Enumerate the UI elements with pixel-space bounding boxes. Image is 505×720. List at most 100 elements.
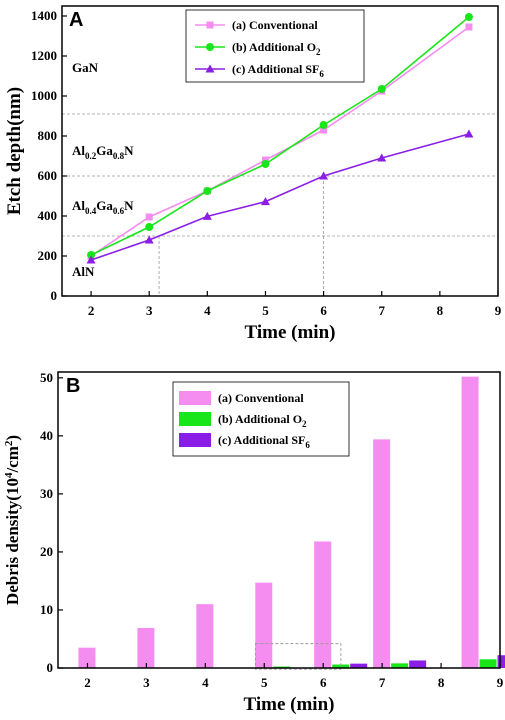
x-tick-label: 3 (143, 675, 150, 690)
legend-label: (a) Conventional (218, 391, 304, 405)
x-axis-title: Time (min) (244, 694, 335, 715)
y-tick-label: 400 (38, 208, 58, 223)
legend-label-subscript: 6 (305, 440, 310, 450)
data-point-circle (377, 85, 386, 93)
layer-label-subscript: 0.4 (85, 206, 97, 216)
data-point-square (320, 126, 328, 134)
bar (255, 582, 273, 668)
x-tick-label: 3 (146, 303, 153, 318)
data-point-triangle (144, 235, 154, 244)
y-tick-label: 50 (40, 370, 53, 385)
legend-label: (c) Additional SF6 (218, 433, 310, 450)
x-tick-label: 7 (379, 675, 386, 690)
data-point-triangle (319, 171, 329, 180)
y-tick-label: 1400 (31, 8, 57, 23)
bar (314, 541, 332, 668)
data-point-circle (145, 223, 154, 231)
legend-label-subscript: 6 (319, 69, 324, 79)
bar (497, 655, 505, 668)
data-point-circle (319, 121, 328, 129)
legend-label: (b) Additional O2 (232, 40, 321, 57)
bar (409, 660, 427, 668)
layer-label-text: N (124, 143, 134, 158)
legend-label-main: (c) Additional SF (232, 62, 319, 76)
x-tick-label: 7 (378, 303, 385, 318)
y-axis-title-text: Debris density(10 (3, 478, 22, 605)
legend-box (185, 9, 365, 83)
layer-label: GaN (72, 60, 99, 75)
data-point-triangle (260, 197, 270, 206)
panel-label: A (69, 9, 83, 31)
bar (350, 663, 368, 668)
layer-label-text: Ga (96, 198, 113, 213)
panel-a: GaNAl0.2Ga0.8NAl0.4Ga0.6NAlN020040060080… (4, 5, 502, 343)
data-point-square (145, 213, 153, 221)
legend-swatch (179, 412, 211, 426)
panel-b: 0 10 20 30 40 50 2 3 4 5 6 7 8 9 Time (min) Debris dens… (3, 370, 505, 715)
x-tick-label: 8 (438, 675, 445, 690)
y-tick-label: 30 (40, 486, 53, 501)
y-axis-title-text: /cm (3, 446, 22, 473)
layer-label-text: GaN (72, 60, 99, 75)
legend-label: (c) Additional SF6 (232, 62, 324, 79)
x-tick-label: 4 (204, 303, 211, 318)
x-tick-label: 5 (261, 675, 268, 690)
legend: (a) Conventional (b) Additional O2 (c) Add… (185, 9, 365, 83)
x-tick-label: 9 (497, 675, 504, 690)
data-point-circle (87, 251, 96, 259)
y-tick-label: 20 (40, 544, 53, 559)
legend-label: (a) Conventional (232, 18, 318, 32)
data-point-square (465, 23, 473, 31)
y-axis-title-superscript: 2 (3, 440, 15, 446)
y-axis-title: Debris density(104/cm2) (3, 435, 22, 605)
legend: (a) Conventional (b) Additional O2 (c) Add… (172, 381, 350, 457)
y-tick-label: 200 (38, 248, 58, 263)
layer-label-text: Al (72, 143, 85, 158)
legend-label-main: (b) Additional O (232, 40, 316, 54)
layer-label-text: N (124, 198, 134, 213)
legend-label-main: (a) Conventional (218, 391, 304, 405)
data-point-triangle (464, 129, 474, 138)
legend-marker-square (206, 21, 214, 29)
data-point-triangle (377, 153, 387, 162)
x-tick-label: 6 (320, 675, 327, 690)
y-tick-label: 0 (51, 288, 58, 303)
bar (78, 647, 96, 668)
y-tick-label: 40 (40, 428, 53, 443)
legend-marker-triangle (205, 64, 215, 73)
layer-label: Al0.2Ga0.8N (72, 143, 134, 161)
layer-label-subscript: 0.6 (113, 206, 125, 216)
legend-marker-circle (206, 43, 214, 51)
highlight-box (254, 643, 342, 670)
layer-label-subscript: 0.2 (85, 151, 97, 161)
legend-label-main: (c) Additional SF (218, 433, 305, 447)
layer-label-subscript: 0.8 (113, 151, 125, 161)
legend-swatch (179, 433, 211, 447)
x-tick-label: 8 (437, 303, 444, 318)
data-point-circle (261, 160, 270, 168)
legend-swatch (179, 391, 211, 405)
data-point-circle (203, 187, 212, 195)
legend-label-subscript: 2 (316, 47, 321, 57)
x-tick-label: 5 (262, 303, 269, 318)
data-point-circle (464, 13, 473, 21)
bar (196, 604, 214, 668)
data-point-triangle (86, 255, 96, 264)
layer-label-text: Al (72, 198, 85, 213)
y-tick-label: 600 (38, 168, 58, 183)
x-tick-label: 2 (84, 675, 91, 690)
x-tick-label: 9 (495, 303, 502, 318)
bar (391, 663, 409, 668)
y-tick-label: 10 (40, 602, 53, 617)
layer-label: Al0.4Ga0.6N (72, 198, 134, 216)
plot-frame (57, 371, 501, 669)
legend-label-subscript: 2 (302, 419, 307, 429)
x-axis-title: Time (min) (245, 322, 336, 343)
bar (137, 627, 155, 668)
y-axis-title: Etch depth(nm) (4, 87, 25, 215)
x-tick-label: 6 (320, 303, 327, 318)
plot-frame (61, 5, 499, 297)
legend-label-main: (b) Additional O (218, 412, 302, 426)
y-tick-label: 800 (38, 128, 58, 143)
